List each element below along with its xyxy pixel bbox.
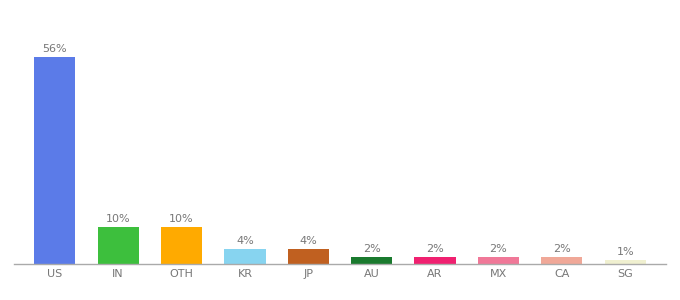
Bar — [605, 260, 646, 264]
Text: 1%: 1% — [616, 248, 634, 257]
Text: 10%: 10% — [169, 214, 194, 224]
Bar — [541, 256, 583, 264]
Text: 2%: 2% — [553, 244, 571, 254]
Text: 2%: 2% — [363, 244, 381, 254]
Text: 56%: 56% — [42, 44, 67, 54]
Text: 4%: 4% — [299, 236, 317, 246]
Bar — [351, 256, 392, 264]
Text: 2%: 2% — [490, 244, 507, 254]
Text: 10%: 10% — [106, 214, 131, 224]
Bar — [161, 227, 202, 264]
Bar — [478, 256, 519, 264]
Bar — [34, 57, 75, 264]
Bar — [415, 256, 456, 264]
Bar — [288, 249, 329, 264]
Text: 4%: 4% — [236, 236, 254, 246]
Text: 2%: 2% — [426, 244, 444, 254]
Bar — [97, 227, 139, 264]
Bar — [224, 249, 265, 264]
